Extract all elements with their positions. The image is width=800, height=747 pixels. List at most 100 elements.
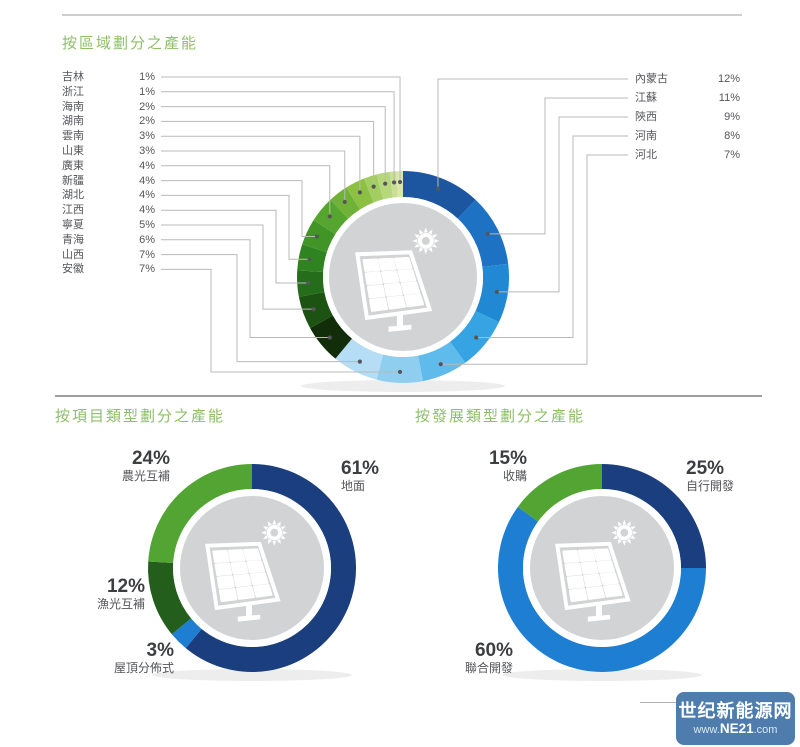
region-percent: 4% xyxy=(139,159,155,172)
sun-ray xyxy=(414,234,420,239)
callout-line xyxy=(161,209,309,284)
donut-segment-capacity-by-region xyxy=(297,244,327,272)
sun-icon xyxy=(616,524,633,541)
top-divider xyxy=(62,14,742,16)
donut-segment-capacity-by-region xyxy=(298,291,333,329)
callout-line xyxy=(161,150,346,202)
region-row: 廣東 4% xyxy=(62,159,155,173)
donut-callout: 12% 漁光互補 xyxy=(35,576,145,612)
region-percent: 9% xyxy=(724,111,740,123)
region-row: 浙江 1% xyxy=(62,85,155,99)
solar-panel-frame xyxy=(205,541,281,611)
callout-dot xyxy=(327,335,332,340)
region-name: 江西 xyxy=(62,204,84,217)
sun-ray xyxy=(280,535,286,540)
solar-cell xyxy=(585,585,606,600)
solar-cell xyxy=(383,282,403,297)
callout-line xyxy=(161,76,401,183)
sun-ray xyxy=(419,229,424,235)
sun-ray xyxy=(432,243,438,248)
region-row: 吉林 1% xyxy=(62,70,155,84)
donut-shadow xyxy=(301,380,505,392)
callout-percent: 15% xyxy=(488,448,527,469)
sun-ray xyxy=(263,526,269,531)
solar-cell xyxy=(596,560,615,574)
solar-cell xyxy=(566,575,585,590)
callout-label: 收購 xyxy=(502,469,527,484)
solar-cell xyxy=(568,587,588,603)
callout-percent: 24% xyxy=(131,448,170,469)
solar-cell xyxy=(253,584,273,598)
callout-percent: 61% xyxy=(341,458,380,479)
region-percent: 11% xyxy=(718,92,740,104)
region-percent: 7% xyxy=(139,263,155,276)
region-percent: 4% xyxy=(139,189,155,202)
callout-line xyxy=(161,180,318,238)
donut-callout: 15% 收購 xyxy=(417,448,527,484)
region-name: 江蘇 xyxy=(635,92,657,104)
solar-cell xyxy=(386,295,407,310)
sun-ray xyxy=(622,541,627,546)
region-name: 海南 xyxy=(62,100,84,113)
donut-callout: 60% 聯合開發 xyxy=(403,640,513,676)
callout-dot xyxy=(306,280,311,286)
sun-ray xyxy=(267,521,272,527)
region-percent: 2% xyxy=(139,115,155,128)
sun-ray xyxy=(423,249,428,255)
callout-dot xyxy=(485,231,490,236)
panel-stand-base xyxy=(237,614,261,622)
panel-stand-post xyxy=(596,604,602,617)
solar-cell xyxy=(577,549,596,563)
callout-dot xyxy=(307,257,312,262)
sun-ray xyxy=(630,535,636,540)
callout-line xyxy=(496,116,628,293)
solar-cell xyxy=(378,257,397,271)
region-percent: 3% xyxy=(139,130,155,143)
callout-percent: 12% xyxy=(106,576,145,597)
donut-segment-capacity-by-development-type xyxy=(602,464,706,568)
solar-cell xyxy=(583,573,602,588)
solar-panel-sun-icon xyxy=(205,519,288,622)
sun-ray xyxy=(272,519,277,525)
sun-ray xyxy=(267,538,272,544)
callout-line xyxy=(161,194,310,260)
solar-cell xyxy=(397,269,417,283)
logo-connector-line xyxy=(640,702,676,703)
solar-cell xyxy=(230,561,249,575)
region-percent: 12% xyxy=(717,73,740,85)
region-row: 內蒙古 12% xyxy=(635,72,740,86)
sun-ray xyxy=(630,526,636,531)
callout-label: 自行開發 xyxy=(686,479,735,494)
region-percent: 5% xyxy=(139,219,155,231)
solar-cell xyxy=(235,585,256,600)
region-row: 山西 7% xyxy=(62,248,155,262)
donut-segment-capacity-by-project-type xyxy=(185,464,357,672)
sun-ray xyxy=(412,238,418,243)
section-divider xyxy=(55,395,762,397)
callout-line xyxy=(161,224,314,310)
callout-label: 地面 xyxy=(341,479,366,494)
sun-ray xyxy=(276,538,281,544)
callout-line xyxy=(161,268,401,373)
region-name: 寧夏 xyxy=(62,219,84,231)
donut-segment-capacity-by-region xyxy=(475,263,509,323)
sun-icon xyxy=(266,524,283,541)
sun-ray xyxy=(622,519,627,525)
sun-ray xyxy=(632,530,638,535)
ne21-logo[interactable]: 世纪新能源网 www.NE21.com xyxy=(676,692,795,745)
solar-panel-sun-icon xyxy=(555,519,638,622)
region-row: 寧夏 5% xyxy=(62,218,155,232)
region-name: 陝西 xyxy=(635,111,657,123)
donut-callout: 24% 農光互補 xyxy=(60,448,170,484)
solar-panel-frame xyxy=(355,250,433,321)
donut-callout: 25% 自行開發 xyxy=(686,458,734,494)
solar-cell xyxy=(381,270,400,284)
solar-cell xyxy=(246,560,265,574)
solar-cell xyxy=(369,297,389,312)
callout-dot xyxy=(327,214,332,219)
sun-ray xyxy=(626,521,631,527)
solar-cell xyxy=(393,256,413,270)
callout-dot xyxy=(371,184,376,189)
callout-label: 農光互補 xyxy=(121,469,170,484)
solar-cell xyxy=(400,281,421,295)
